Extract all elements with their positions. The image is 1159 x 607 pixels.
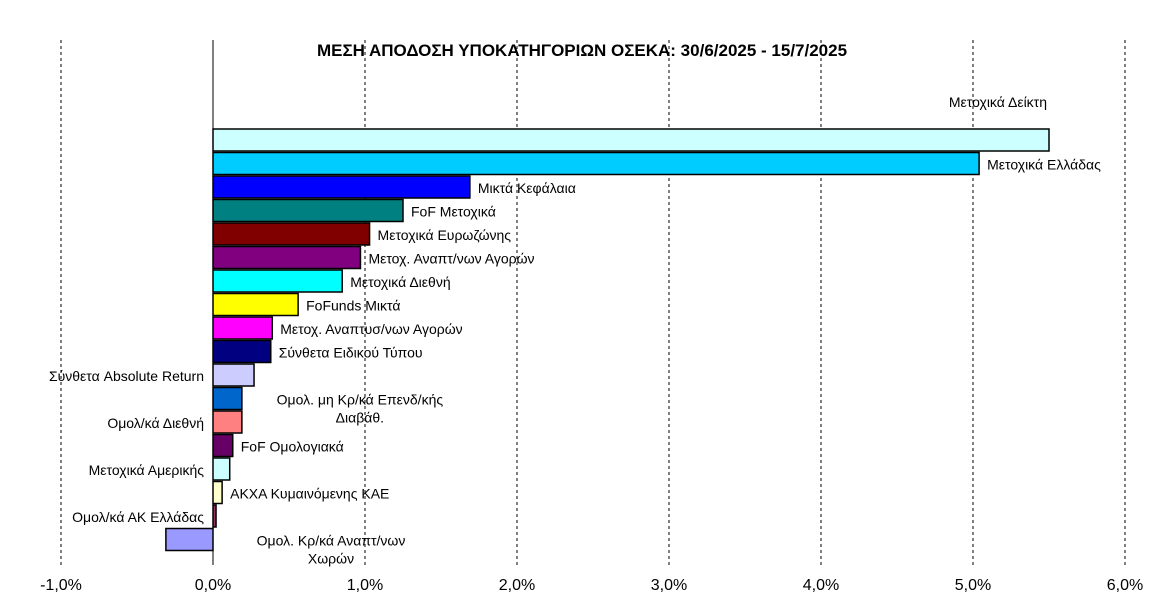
bar-label: Ομολ. Κρ/κά Αναπτ/νων Χωρών: [257, 533, 406, 567]
bar: [212, 316, 274, 340]
x-tick-label: 4,0%: [803, 577, 839, 594]
bar-label: Σύνθετα Absolute Return: [49, 368, 204, 384]
bar: [212, 292, 299, 317]
bar-label: FoFunds Μικτά: [306, 298, 400, 314]
bar-label: Σύνθετα Ειδικού Τύπου: [279, 345, 423, 361]
bar: [212, 480, 223, 505]
bar-label: FoF Ομολογιακά: [241, 439, 344, 455]
bar: [212, 128, 1050, 152]
bar-label: Μετοχικά Δείκτη: [949, 94, 1047, 110]
chart-title: ΜΕΣΗ ΑΠΟΔΟΣΗ ΥΠΟΚΑΤΗΓΟΡΙΩΝ ΟΣΕΚΑ: 30/6/2…: [317, 41, 847, 60]
x-axis-ticks: -1,0% 0,0% 1,0% 2,0% 3,0% 4,0% 5,0% 6,0%: [40, 577, 1143, 594]
bar-label: Ομολ/κά ΑΚ Ελλάδας: [72, 509, 204, 525]
bar: [212, 386, 243, 411]
bar: [212, 363, 255, 387]
bar-label: Μετοχικά Ευρωζώνης: [378, 227, 512, 243]
bar: [165, 527, 214, 552]
bars: [165, 128, 1050, 552]
bar: [212, 198, 404, 223]
bar: [212, 433, 234, 458]
x-tick-label: 2,0%: [499, 577, 535, 594]
bar-label: Μετοχ. Αναπτ/νων Αγορών: [368, 251, 534, 267]
x-tick-label: 0,0%: [195, 577, 231, 594]
x-tick-label: 5,0%: [955, 577, 991, 594]
x-tick-label: 3,0%: [651, 577, 687, 594]
bar-label: Μετοχικά Αμερικής: [89, 462, 205, 478]
bar: [212, 175, 471, 199]
bar: [212, 504, 217, 528]
bar: [212, 339, 272, 364]
bar-label: Ομολ. μη Κρ/κά Επενδ/κής Διαβάθ.: [277, 392, 444, 426]
bar: [212, 222, 371, 246]
bar-labels: Μετοχικά Δείκτη Μετοχικά Ελλάδας Μικτά Κεφ…: [49, 94, 1101, 567]
x-tick-label: -1,0%: [40, 577, 82, 594]
bar: [212, 410, 243, 434]
bar-label-line: Ομολ. μη Κρ/κά Επενδ/κής: [277, 392, 444, 408]
bar: [212, 151, 980, 176]
bar-label: ΑΚΧΑ Κυμαινόμενης ΚΑΕ: [230, 486, 389, 502]
bar: [212, 245, 362, 270]
bar-label: Μετοχικά Ελλάδας: [987, 157, 1101, 173]
x-tick-label: 6,0%: [1107, 577, 1143, 594]
bar-label: Μικτά Κεφάλαια: [478, 180, 576, 196]
bar-label-line: Χωρών: [308, 551, 354, 567]
bar-label: Μετοχ. Αναπτυσ/νων Αγορών: [280, 321, 462, 337]
bar-label-line: Διαβάθ.: [336, 410, 384, 426]
x-tick-label: 1,0%: [347, 577, 383, 594]
bar: [212, 457, 231, 481]
bar-label: Μετοχικά Διεθνή: [350, 274, 450, 290]
bar-label: Ομολ/κά Διεθνή: [107, 415, 204, 431]
bar: [212, 269, 343, 293]
bar-label-line: Ομολ. Κρ/κά Αναπτ/νων: [257, 533, 406, 549]
bar-label: FoF Μετοχικά: [411, 204, 496, 220]
